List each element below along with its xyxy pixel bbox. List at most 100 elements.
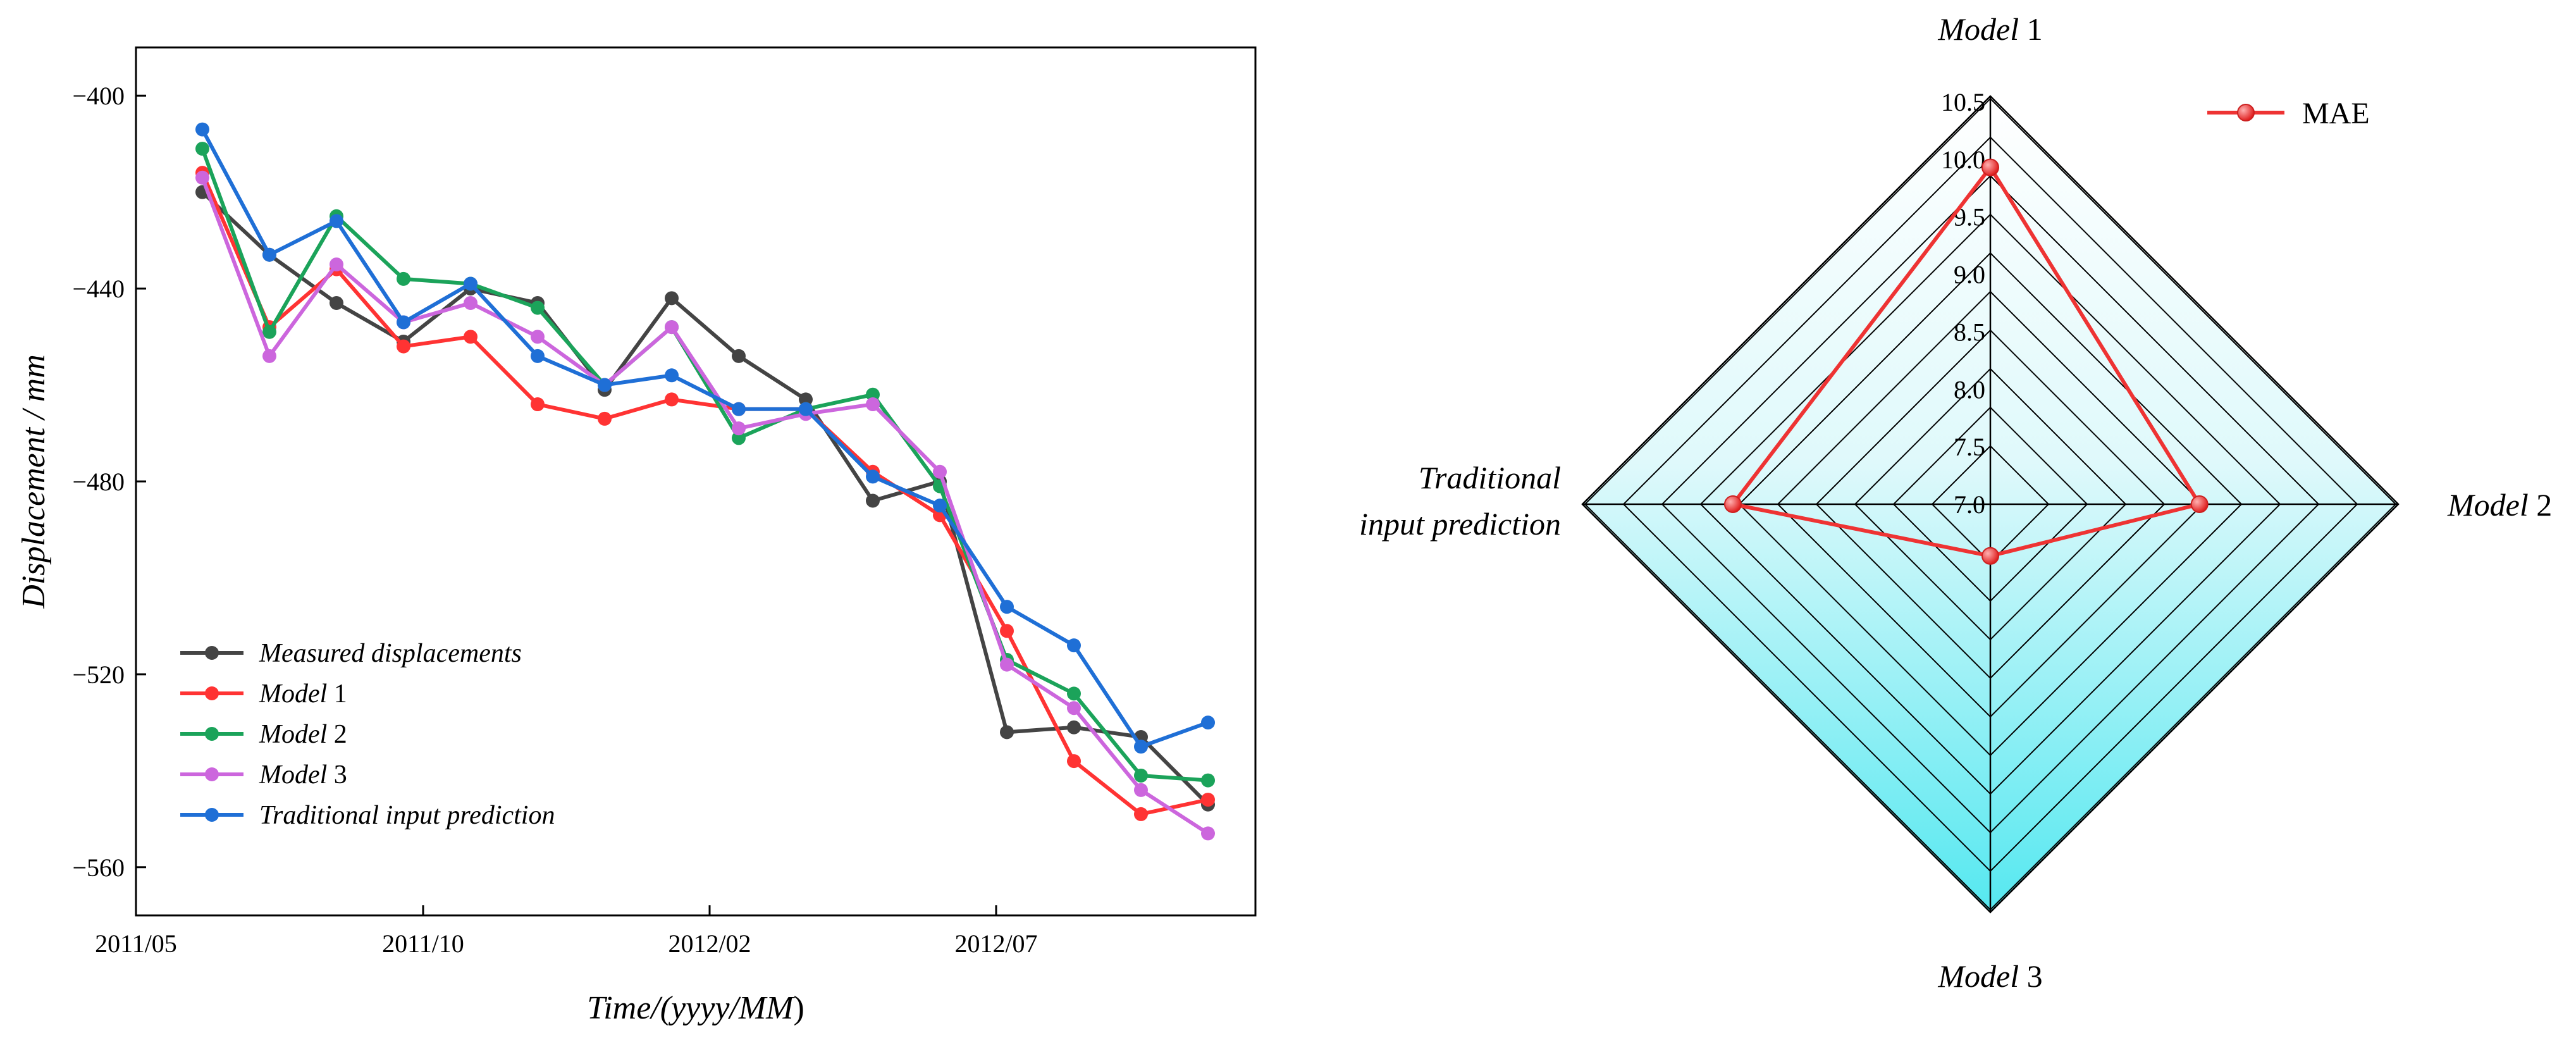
x-tick-label: 2012/02 (668, 929, 751, 958)
radar-data-point (1981, 547, 1999, 565)
radar-tick-label: 8.5 (1954, 318, 1985, 346)
data-point (1201, 716, 1215, 730)
data-point (397, 271, 410, 286)
data-point (1134, 768, 1148, 783)
radar-tick-label: 7.5 (1954, 433, 1985, 461)
data-point (665, 368, 679, 383)
legend-label: Model 1 (259, 679, 347, 709)
data-point (1000, 657, 1014, 672)
radar-series (1723, 158, 2209, 565)
data-point (1000, 624, 1014, 638)
radar-grid (1581, 95, 2400, 914)
data-point (531, 330, 545, 344)
data-point (397, 315, 410, 330)
legend-label: Model 3 (259, 760, 347, 790)
series-line (200, 128, 1209, 749)
radar-axis-label-left-line2: input prediction (1359, 506, 1561, 542)
y-tick-label: −440 (72, 275, 125, 303)
data-point (330, 295, 343, 310)
radar-legend-marker (2237, 104, 2255, 121)
radar-chart: 7.07.58.08.59.09.510.010.5 Model 1 Model… (1359, 11, 2552, 994)
y-tick-label: −480 (72, 468, 125, 496)
radar-label-right-name: Model (2447, 487, 2529, 523)
radar-label-bottom-name: Model (1937, 958, 2019, 994)
data-point (665, 320, 679, 335)
data-point (531, 397, 545, 412)
data-point (799, 392, 813, 407)
data-point (195, 122, 209, 137)
legend-marker (205, 767, 219, 781)
legend-label: Measured displacements (259, 639, 522, 668)
radar-legend-text: MAE (2302, 97, 2370, 130)
series-line (200, 190, 1210, 806)
legend-marker (205, 727, 219, 741)
radar-tick-label: 8.0 (1954, 375, 1985, 404)
series-2 (195, 166, 1215, 821)
data-point (598, 378, 612, 392)
series-5 (195, 122, 1215, 754)
radar-tick-label: 10.5 (1941, 88, 1985, 116)
data-point (732, 421, 746, 436)
legend-item: Model 3 (180, 760, 347, 790)
legend-item: Measured displacements (180, 639, 522, 668)
data-point (1067, 754, 1081, 769)
y-axis-ticks: −400 −440 −480 −520 −560 (72, 82, 146, 882)
y-tick-label: −560 (72, 853, 125, 882)
radar-data-point (1723, 495, 1742, 513)
data-point (1000, 600, 1014, 614)
data-point (195, 170, 209, 185)
y-tick-label: −520 (72, 660, 125, 689)
legend-marker (205, 646, 219, 660)
legend: Measured displacements Model 1 Model 2 Mode… (180, 639, 555, 830)
data-point (397, 339, 410, 354)
radar-label-bottom-num: 3 (2019, 958, 2043, 994)
data-point (330, 257, 343, 271)
data-point (531, 300, 545, 315)
series-line (200, 171, 1209, 816)
radar-label-top-name: Model (1937, 11, 2019, 47)
radar-axis-label-right: Model 2 (2447, 487, 2552, 523)
data-point (866, 469, 880, 484)
radar-data-point (1981, 158, 1999, 177)
data-point (330, 214, 343, 228)
data-point (732, 349, 746, 363)
x-axis-title-suffix: ) (793, 990, 804, 1026)
legend-label: Traditional input prediction (259, 801, 555, 830)
radar-ticks: 7.07.58.08.59.09.510.010.5 (1941, 88, 1985, 519)
legend-item: Traditional input prediction (180, 801, 555, 830)
data-point (732, 431, 746, 445)
data-point (1067, 638, 1081, 653)
data-point (866, 387, 880, 402)
radar-axis-label-top: Model 1 (1937, 11, 2042, 47)
data-point (1067, 701, 1081, 716)
data-point (665, 392, 679, 407)
x-axis-title-italic: yyyy/MM (668, 990, 795, 1026)
radar-legend: MAE (2207, 97, 2370, 130)
y-tick-label: −400 (72, 82, 125, 110)
data-point (866, 397, 880, 412)
x-axis-ticks: 2011/05 2011/10 2012/02 2012/07 (95, 905, 1038, 958)
data-point (933, 499, 947, 513)
data-point (1134, 783, 1148, 797)
y-axis-title: Displacement / mm (16, 354, 52, 609)
data-point (1067, 720, 1081, 734)
data-point (1134, 807, 1148, 821)
legend-label: Model 2 (259, 720, 347, 749)
data-point (732, 402, 746, 416)
data-point (195, 142, 209, 156)
data-point (464, 330, 478, 344)
data-point (262, 247, 276, 262)
radar-data-point (2190, 495, 2209, 513)
series-1 (195, 185, 1215, 812)
data-point (665, 291, 679, 306)
x-axis-title-prefix: Time/( (587, 990, 673, 1026)
data-point (262, 349, 276, 363)
data-point (866, 493, 880, 508)
series-line (200, 148, 1209, 783)
series-line (200, 177, 1209, 835)
data-point (933, 464, 947, 479)
radar-axis-label-left-line1: Traditional (1419, 460, 1561, 495)
data-point (262, 325, 276, 339)
radar-tick-label: 10.0 (1941, 146, 1985, 174)
